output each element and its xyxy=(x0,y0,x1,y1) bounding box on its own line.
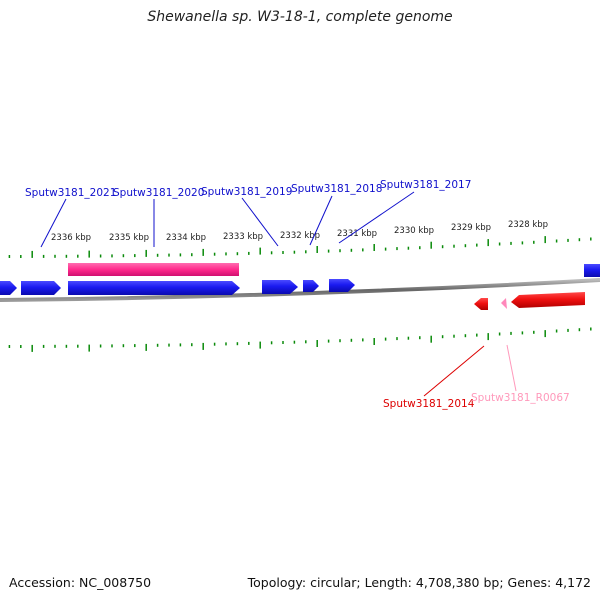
tick-label-2336: 2336 kbp xyxy=(51,233,91,243)
reverse-strand-genes xyxy=(474,292,585,310)
gene-arrow-sputw3181-2019[interactable] xyxy=(262,280,298,294)
gene-label-sputw3181-2021[interactable]: Sputw3181_2021 xyxy=(25,187,116,199)
tick-label-2331: 2331 kbp xyxy=(337,229,377,239)
gene-label-sputw3181-2014[interactable]: Sputw3181_2014 xyxy=(383,398,475,410)
gene-arrow-sputw3181-2018[interactable] xyxy=(303,280,319,292)
tick-label-2328: 2328 kbp xyxy=(508,220,548,230)
gene-arrow-sputw3181-2021[interactable] xyxy=(21,281,61,295)
leader-sputw3181-2018 xyxy=(309,195,333,246)
forward-strand-genes xyxy=(0,264,600,295)
label-leader-lines xyxy=(40,191,517,397)
tick-label-2329: 2329 kbp xyxy=(451,223,491,233)
leader-sputw3181-2017 xyxy=(338,191,415,244)
gene-arrow-sputw3181-2017[interactable] xyxy=(329,279,355,292)
rna-arrow-sputw3181-r0067[interactable] xyxy=(501,298,507,309)
accession-text: Accession: NC_008750 xyxy=(9,575,152,590)
leader-sputw3181-2014 xyxy=(423,345,485,397)
gene-label-sputw3181-r0067[interactable]: Sputw3181_R0067 xyxy=(471,392,570,404)
gene-arrow-right-edge[interactable] xyxy=(584,264,600,277)
gene-arrow-sputw3181-2020[interactable] xyxy=(68,281,240,295)
rna-feature[interactable] xyxy=(68,263,239,276)
tick-label-2332: 2332 kbp xyxy=(280,231,320,241)
leader-sputw3181-r0067 xyxy=(506,344,517,392)
map-title: Shewanella sp. W3-18-1, complete genome xyxy=(147,9,453,25)
tick-label-2334: 2334 kbp xyxy=(166,233,206,243)
gene-arrow-sputw3181-2014[interactable] xyxy=(474,298,488,310)
gene-labels: Sputw3181_2021 Sputw3181_2020 Sputw3181_… xyxy=(25,179,570,410)
outer-tick-marks xyxy=(8,236,592,258)
tick-labels: 2336 kbp 2335 kbp 2334 kbp 2333 kbp 2332… xyxy=(51,220,548,243)
leader-sputw3181-2019 xyxy=(241,197,279,247)
gene-label-sputw3181-2018[interactable]: Sputw3181_2018 xyxy=(291,183,382,195)
gene-arrow-reverse-large[interactable] xyxy=(511,292,585,308)
gene-label-sputw3181-2017[interactable]: Sputw3181_2017 xyxy=(380,179,471,191)
leader-sputw3181-2021 xyxy=(40,198,67,248)
gene-arrow-left-edge[interactable] xyxy=(0,281,17,295)
tick-label-2333: 2333 kbp xyxy=(223,232,263,242)
tick-label-2335: 2335 kbp xyxy=(109,233,149,243)
genome-backbone xyxy=(0,278,600,302)
gene-label-sputw3181-2020[interactable]: Sputw3181_2020 xyxy=(113,187,204,199)
tick-label-2330: 2330 kbp xyxy=(394,226,434,236)
inner-tick-marks xyxy=(8,327,592,352)
genome-summary-text: Topology: circular; Length: 4,708,380 bp… xyxy=(247,575,591,590)
gene-label-sputw3181-2019[interactable]: Sputw3181_2019 xyxy=(201,186,292,198)
